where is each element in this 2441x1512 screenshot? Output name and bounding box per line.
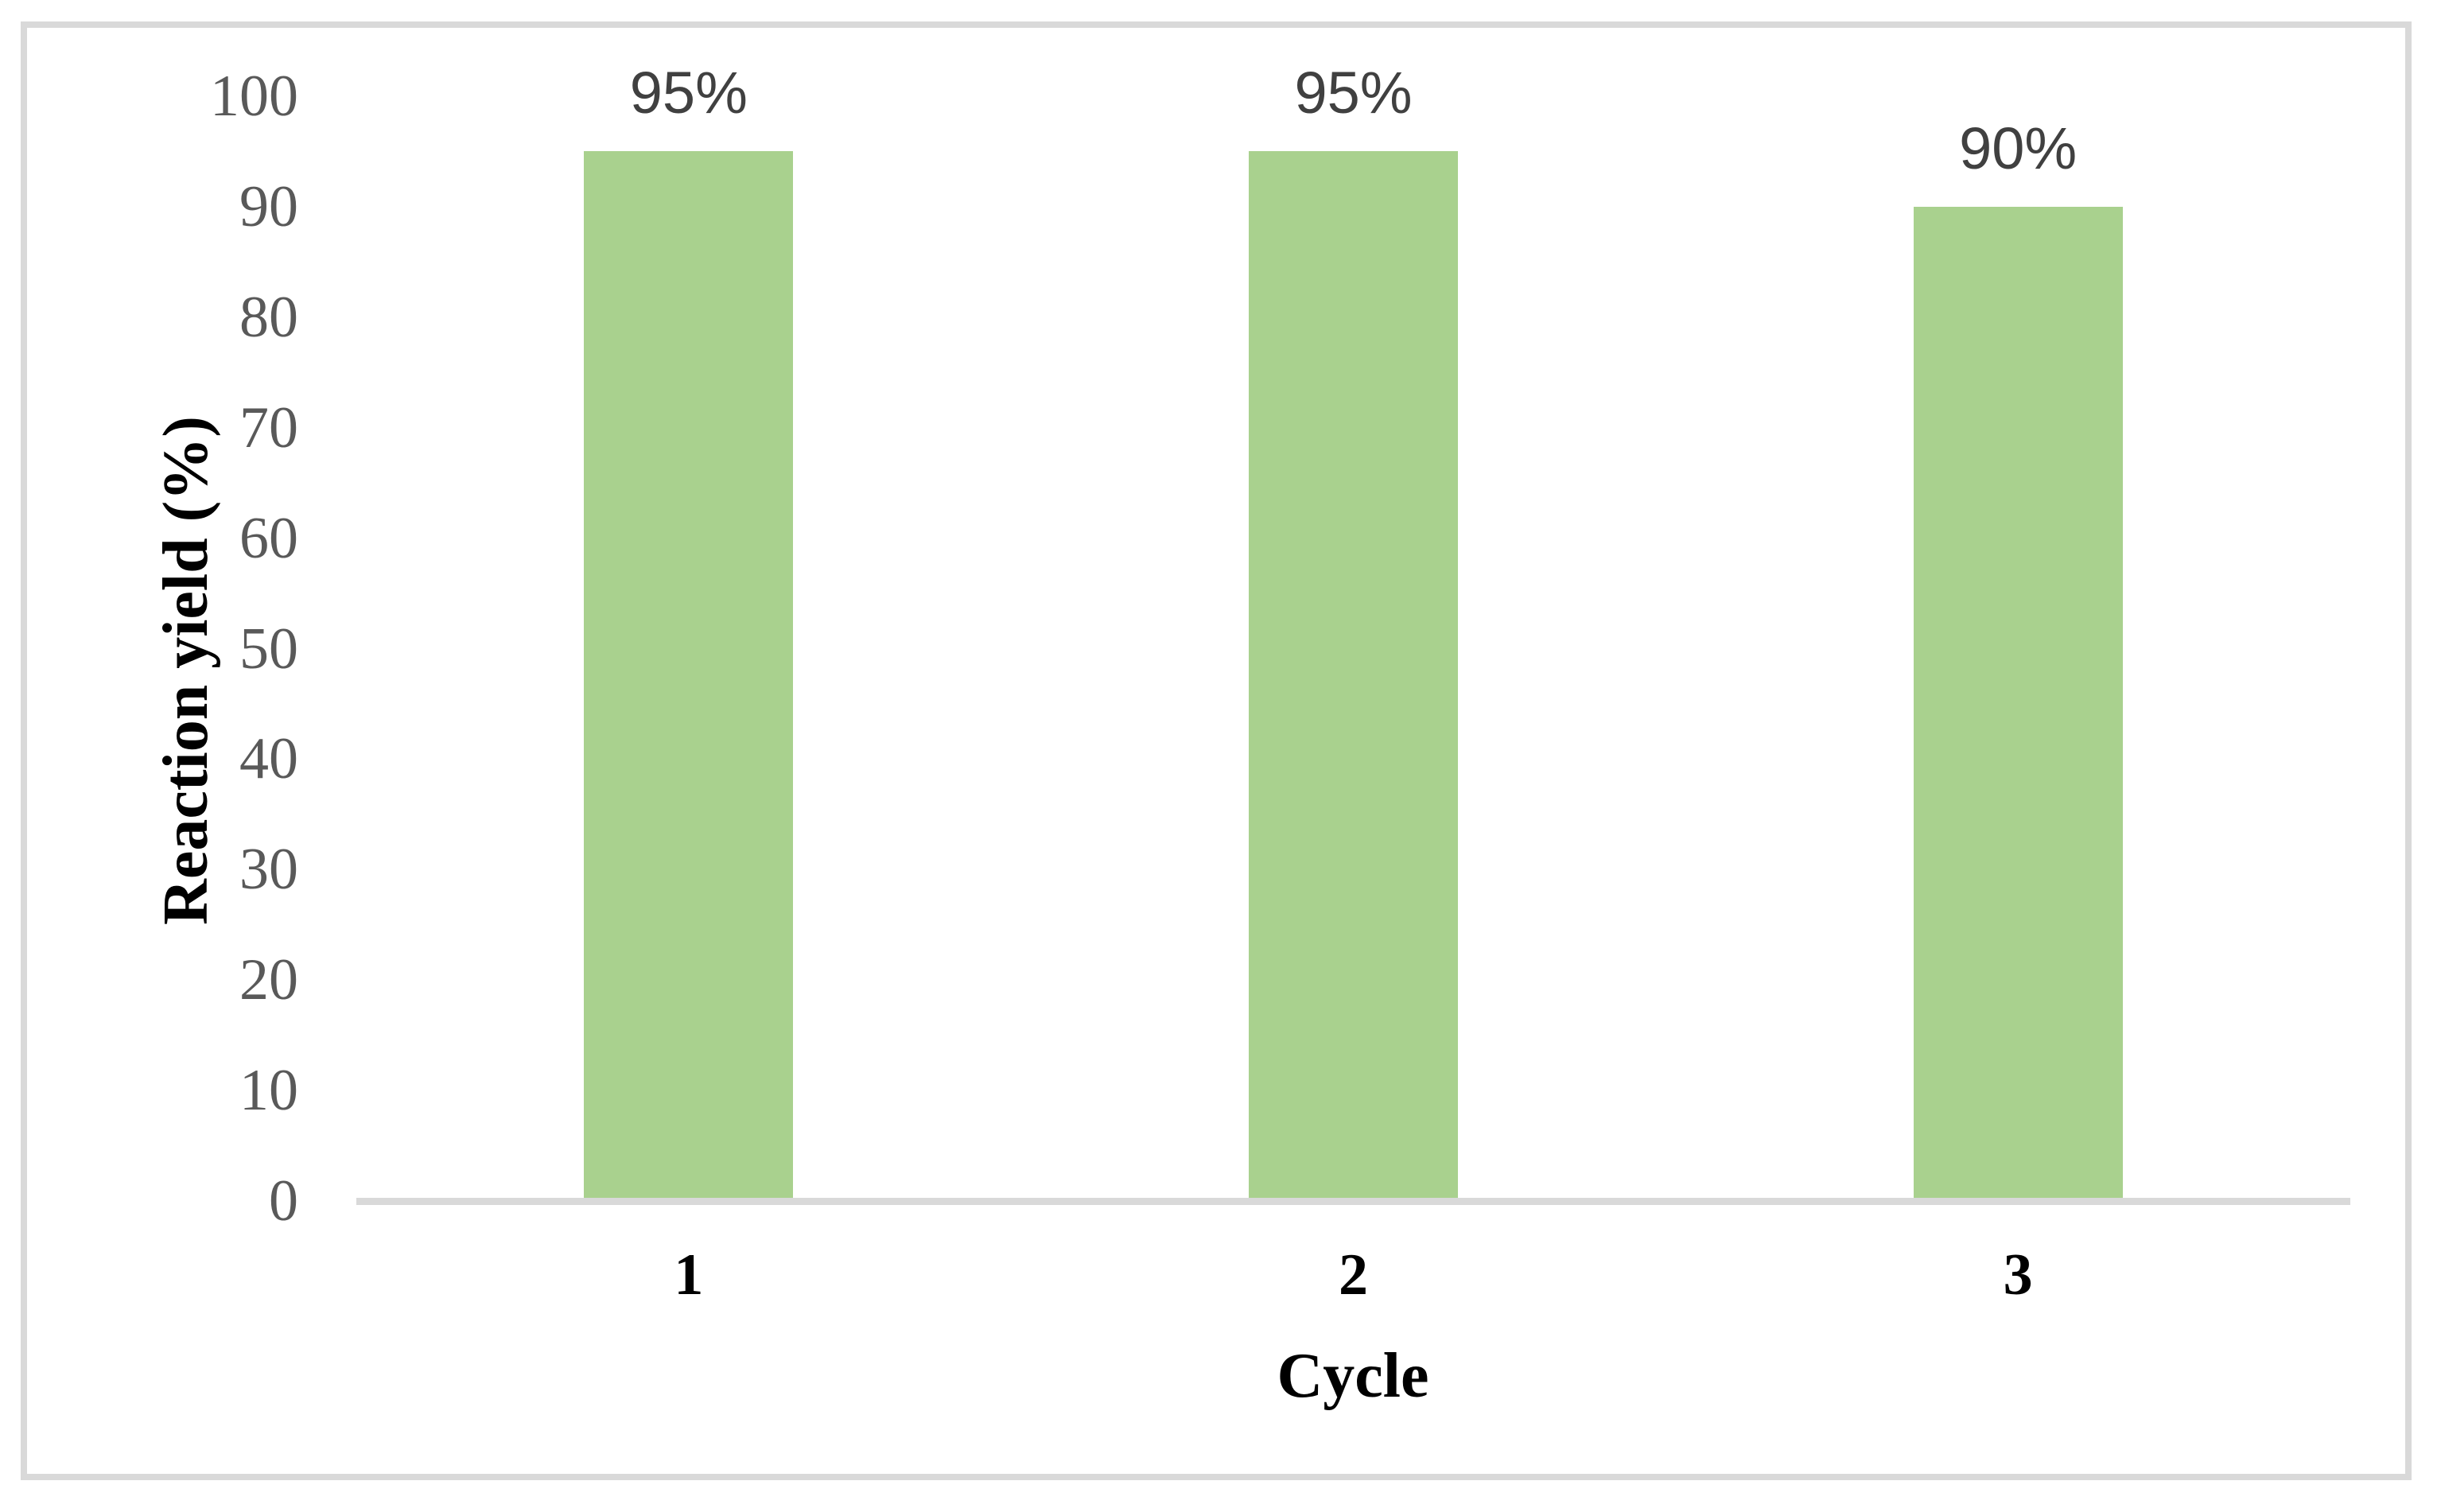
x-category-label: 3 [2003, 1242, 2033, 1308]
y-tick-label: 20 [239, 947, 298, 1013]
y-tick-label: 100 [210, 64, 298, 129]
y-tick-label: 80 [239, 284, 298, 350]
x-category-label: 2 [1339, 1242, 1368, 1308]
bar [1249, 151, 1458, 1201]
bar-data-label: 95% [629, 60, 748, 126]
x-category-label: 1 [674, 1242, 704, 1308]
y-axis-title: Reaction yield (%) [151, 416, 221, 925]
bar [1913, 206, 2123, 1201]
y-tick-label: 40 [239, 726, 298, 792]
bar-data-label: 90% [1959, 115, 2078, 181]
y-tick-label: 50 [239, 616, 298, 682]
bar [584, 151, 794, 1201]
y-tick-label: 30 [239, 837, 298, 903]
y-tick-label: 70 [239, 395, 298, 461]
bar-data-label: 95% [1294, 60, 1413, 126]
y-tick-label: 0 [269, 1168, 298, 1234]
y-tick-label: 10 [239, 1058, 298, 1124]
x-axis-title: Cycle [1277, 1341, 1429, 1411]
y-tick-label: 60 [239, 505, 298, 571]
x-axis-line [356, 1198, 2350, 1205]
y-tick-label: 90 [239, 173, 298, 239]
